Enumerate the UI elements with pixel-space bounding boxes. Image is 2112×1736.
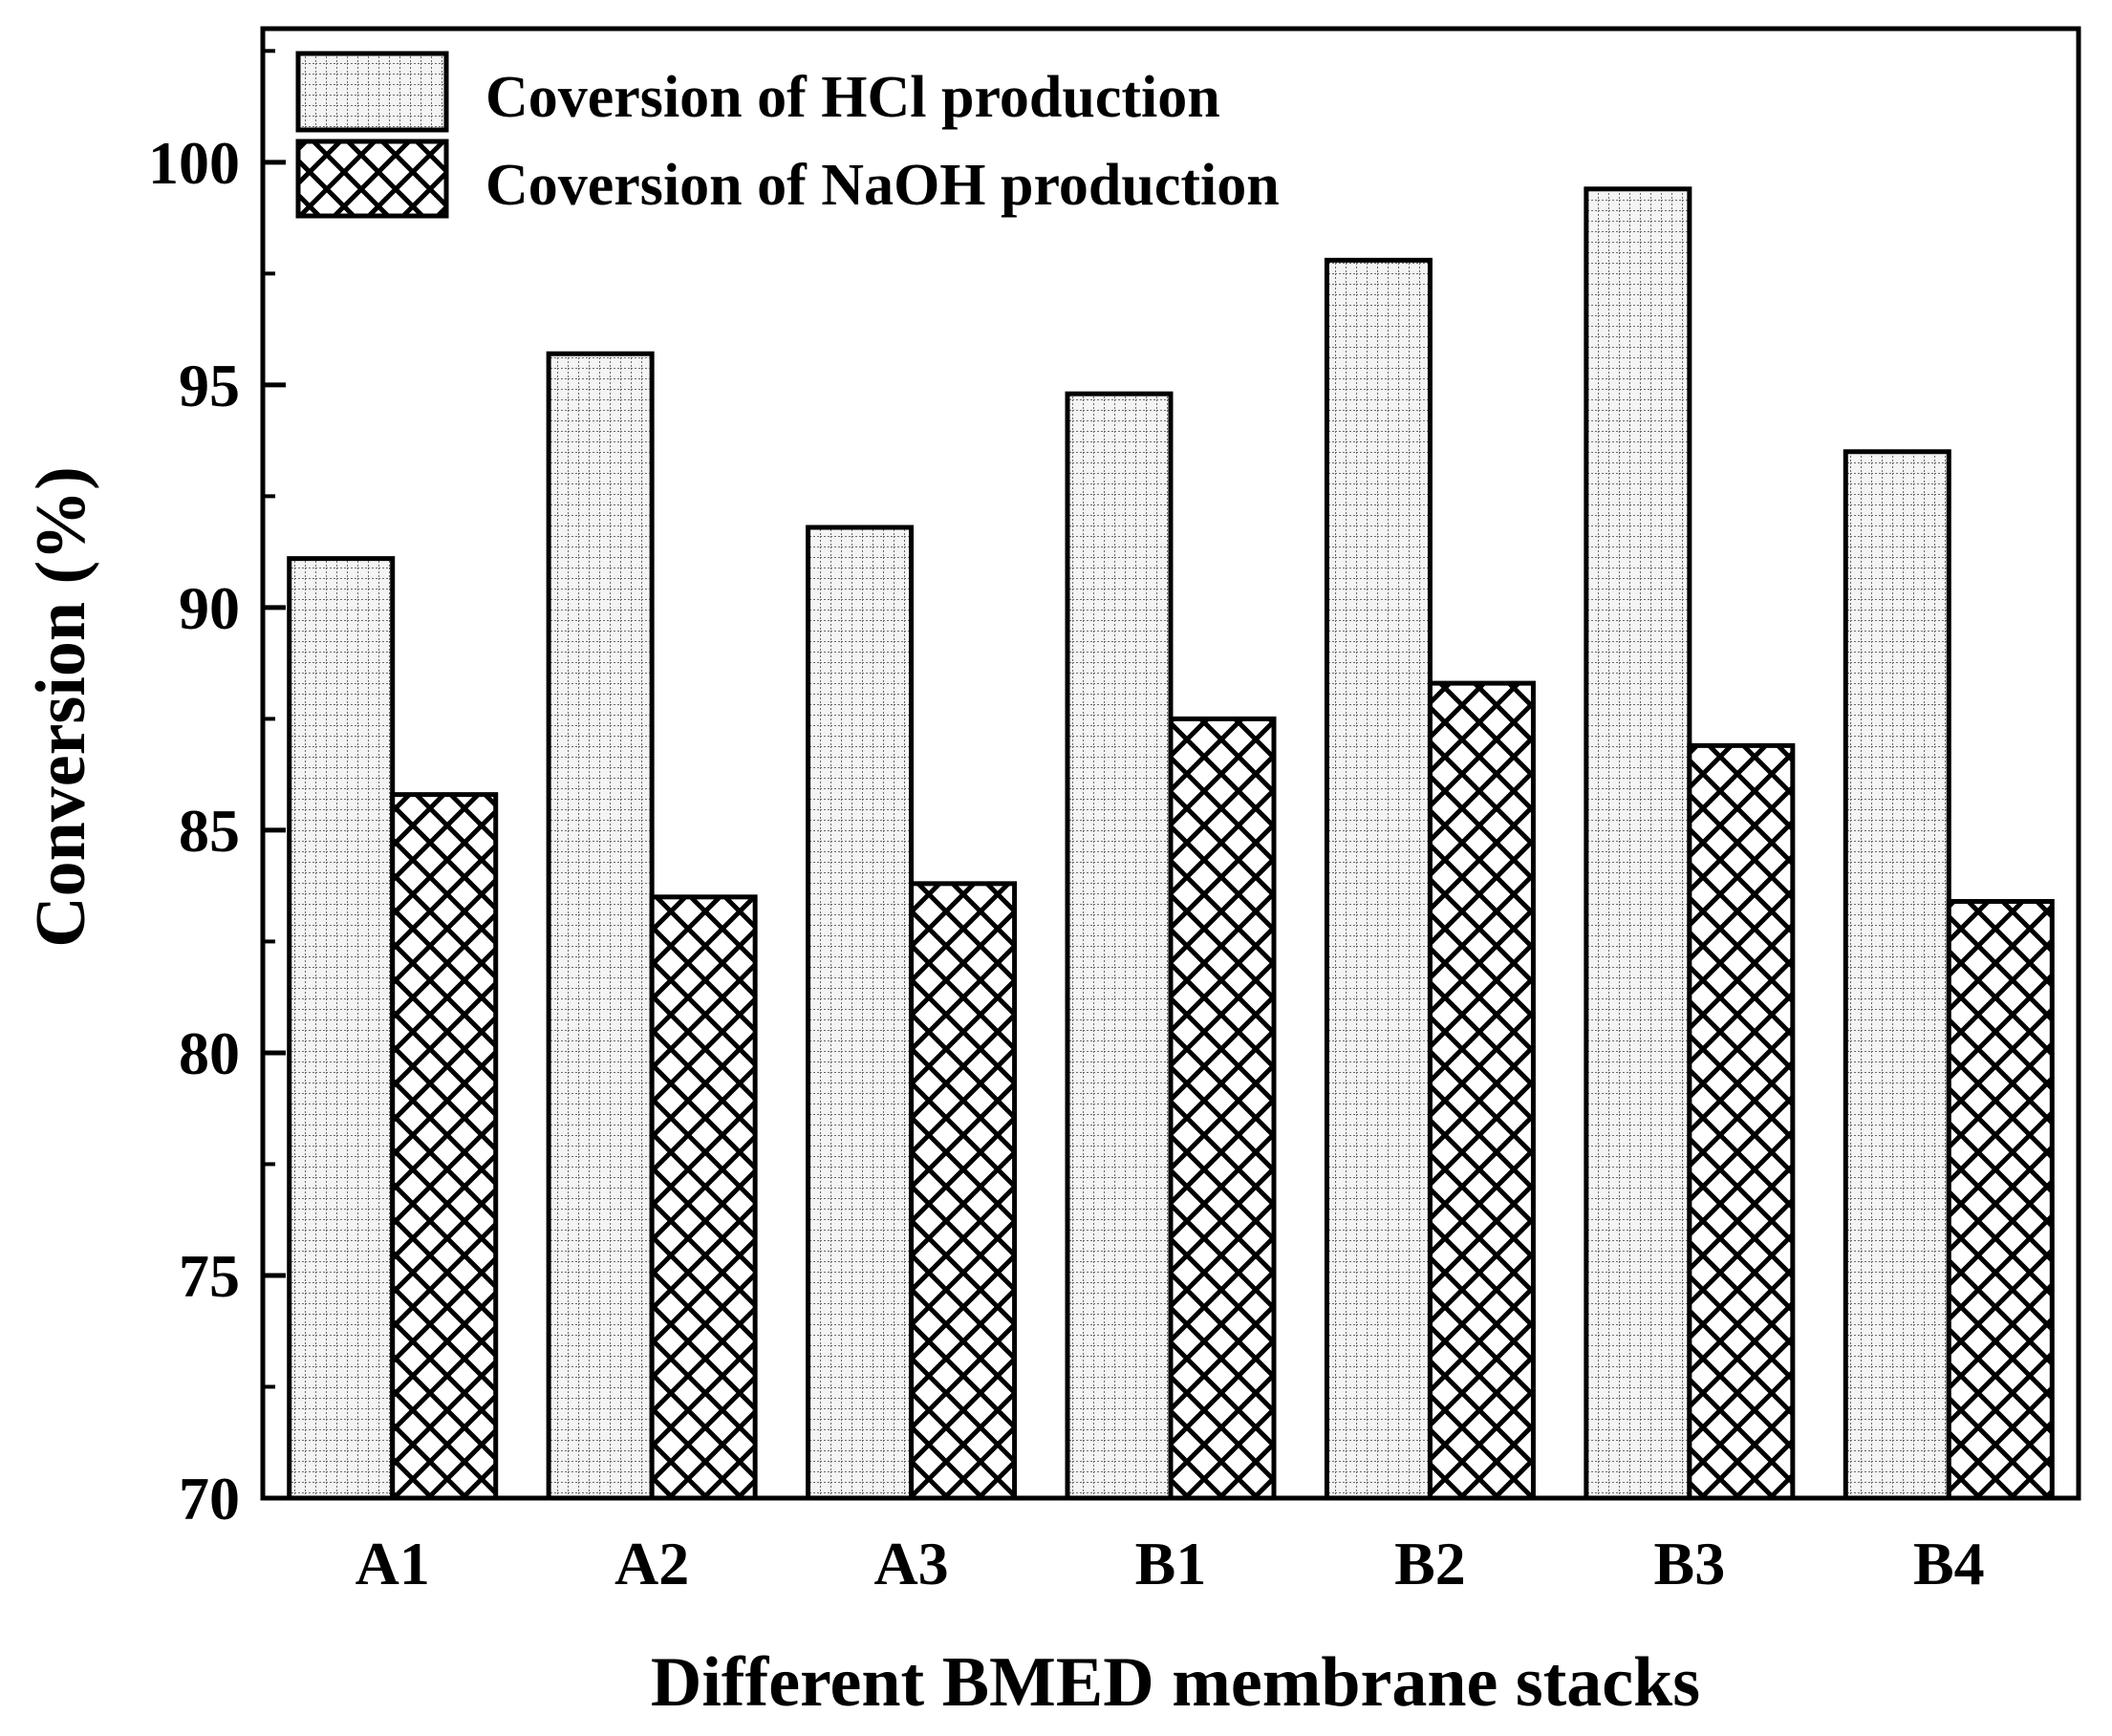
legend-swatch-naoh <box>295 139 449 219</box>
bar-naoh-A3 <box>909 881 1018 1501</box>
x-tick-label-A1: A1 <box>356 1530 430 1597</box>
bar-hcl-A2 <box>546 351 655 1501</box>
x-tick-label-A2: A2 <box>614 1530 689 1597</box>
bar-naoh-A1 <box>390 792 499 1501</box>
bar-hcl-B4 <box>1843 449 1951 1501</box>
y-tick-label-70: 70 <box>179 1465 240 1532</box>
legend-label-hcl: Coversion of HCl production <box>485 65 1220 130</box>
axes-layer: A1 A2 A3 B1 B2 B3 B4 70 75 80 85 90 95 100 <box>148 26 2081 1597</box>
bar-hcl-B3 <box>1584 186 1692 1501</box>
x-tick-label-B3: B3 <box>1654 1530 1726 1597</box>
y-tick-label-85: 85 <box>179 797 240 865</box>
y-tick-label-100: 100 <box>148 129 240 197</box>
bars-layer <box>287 186 2055 1501</box>
y-tick-label-90: 90 <box>179 574 240 642</box>
legend-label-naoh: Coversion of NaOH production <box>485 153 1280 218</box>
bar-hcl-B2 <box>1324 257 1433 1501</box>
x-tick-label-B4: B4 <box>1913 1530 1985 1597</box>
plot-frame <box>260 26 2081 1501</box>
x-axis-title: Different BMED membrane stacks <box>651 1643 1700 1722</box>
y-axis-title: Conversion (%) <box>22 466 100 948</box>
bar-naoh-B4 <box>1946 898 2055 1501</box>
x-tick-label-A3: A3 <box>873 1530 948 1597</box>
bar-hcl-B1 <box>1065 391 1174 1501</box>
y-tick-label-75: 75 <box>179 1242 240 1310</box>
bar-naoh-B1 <box>1168 716 1277 1501</box>
bar-naoh-B3 <box>1687 742 1796 1501</box>
bar-naoh-B2 <box>1427 680 1536 1501</box>
y-tick-label-80: 80 <box>179 1019 240 1087</box>
legend: Coversion of HCl production Coversion of… <box>295 51 1280 219</box>
legend-swatch-hcl <box>295 51 449 133</box>
x-tick-label-B2: B2 <box>1394 1530 1466 1597</box>
bar-hcl-A1 <box>287 556 396 1501</box>
bar-naoh-A2 <box>649 894 758 1501</box>
bar-hcl-A3 <box>806 525 915 1501</box>
y-tick-label-95: 95 <box>179 352 240 419</box>
x-tick-label-B1: B1 <box>1135 1530 1207 1597</box>
